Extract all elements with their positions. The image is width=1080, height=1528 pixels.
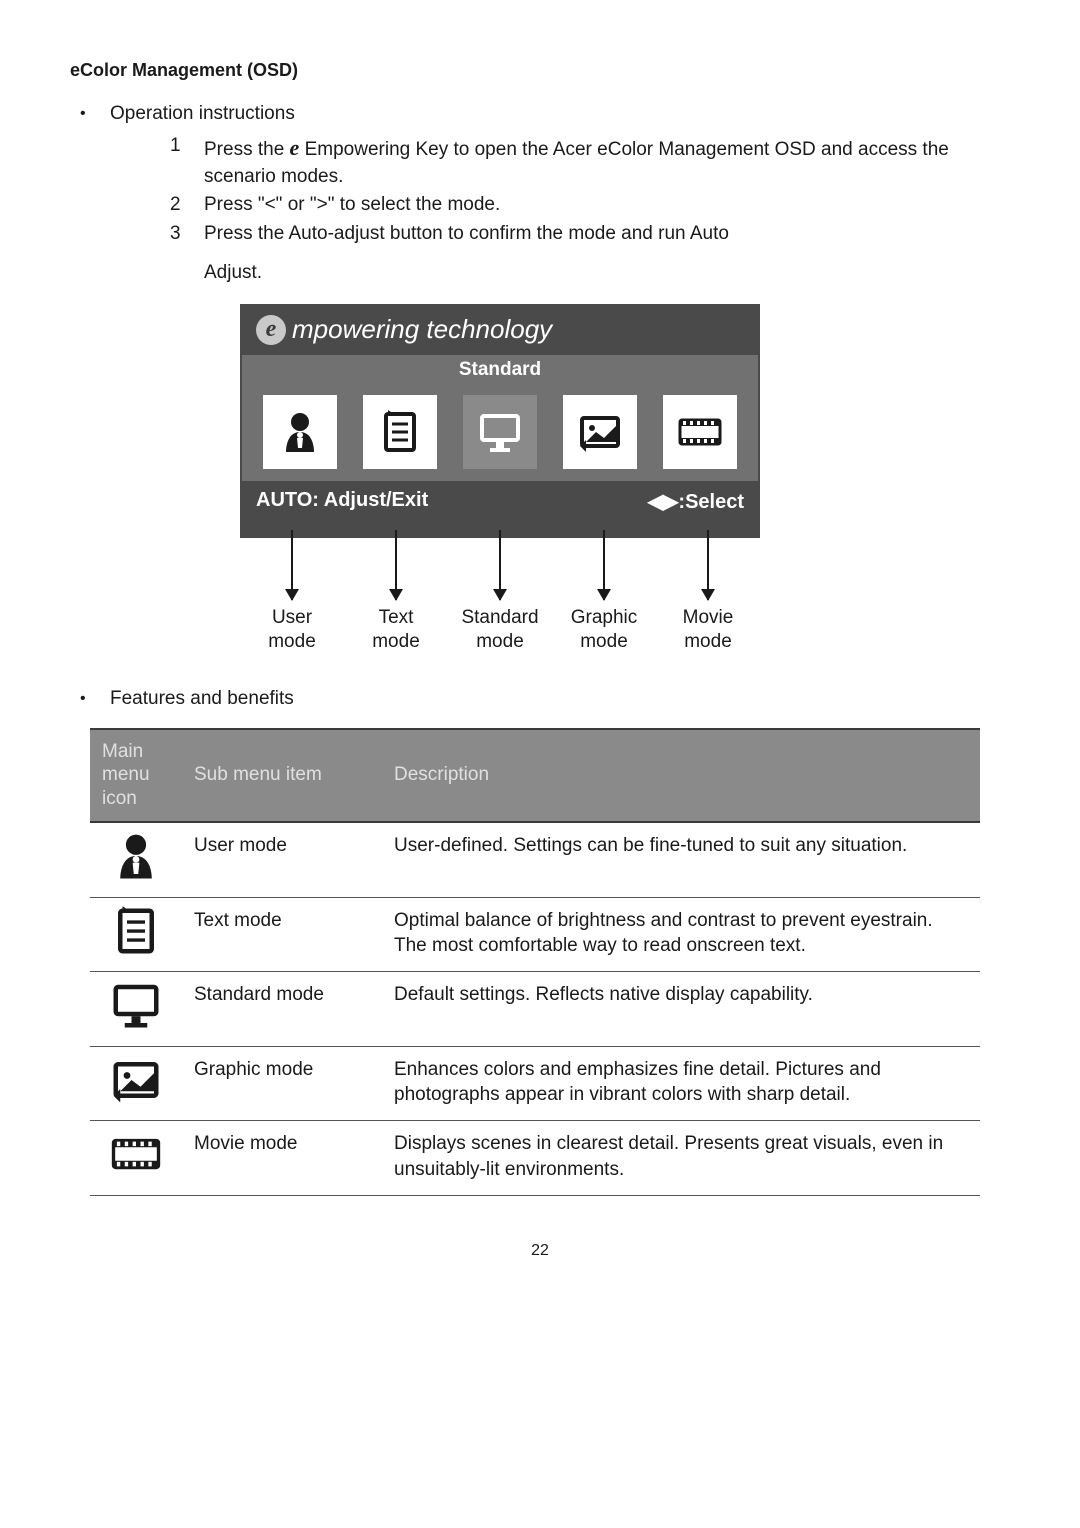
page-number: 22 — [70, 1242, 1010, 1260]
table-row: Movie mode Displays scenes in clearest d… — [90, 1121, 980, 1196]
submenu-name: Standard mode — [182, 972, 382, 1047]
description: Default settings. Reflects native displa… — [382, 972, 980, 1047]
graphic-mode-icon — [90, 1046, 182, 1121]
empowering-e-icon: e — [290, 135, 300, 160]
standard-mode-icon — [90, 972, 182, 1047]
table-row: Standard mode Default settings. Reflects… — [90, 972, 980, 1047]
description: User-defined. Settings can be fine-tuned… — [382, 822, 980, 897]
osd-icon-row — [242, 385, 758, 481]
text-mode-icon — [90, 897, 182, 972]
step-3: 3 Press the Auto-adjust button to confir… — [170, 221, 1010, 286]
description: Displays scenes in clearest detail. Pres… — [382, 1121, 980, 1196]
table-row: User mode User-defined. Settings can be … — [90, 822, 980, 897]
submenu-name: Graphic mode — [182, 1046, 382, 1121]
osd-footer-left: AUTO: Adjust/Exit — [256, 489, 428, 514]
osd-diagram: e mpowering technology Standard AUTO: Ad… — [240, 304, 760, 654]
osd-arrows — [240, 530, 760, 600]
movie-mode-icon — [90, 1121, 182, 1196]
arrow-icon — [707, 530, 709, 600]
arrow-icon — [291, 530, 293, 600]
osd-title: mpowering technology — [292, 314, 552, 345]
arrow-icon — [499, 530, 501, 600]
osd-footer: AUTO: Adjust/Exit ◀▶:Select — [242, 481, 758, 536]
step-1: 1 Press the e Empowering Key to open the… — [170, 133, 1010, 190]
arrow-icon — [603, 530, 605, 600]
page-heading: eColor Management (OSD) — [70, 60, 1010, 81]
osd-graphic-icon — [563, 395, 637, 469]
table-row: Graphic mode Enhances colors and emphasi… — [90, 1046, 980, 1121]
submenu-name: User mode — [182, 822, 382, 897]
osd-title-bar: e mpowering technology — [242, 306, 758, 355]
submenu-name: Text mode — [182, 897, 382, 972]
section-title: Operation instructions — [110, 103, 295, 124]
osd-user-icon — [263, 395, 337, 469]
col-description: Description — [382, 729, 980, 822]
osd-subtitle: Standard — [242, 355, 758, 385]
modes-table: Main menu icon Sub menu item Description… — [90, 728, 980, 1196]
osd-movie-icon — [663, 395, 737, 469]
section-operation: Operation instructions 1 Press the e Emp… — [110, 103, 1010, 286]
osd-text-icon — [363, 395, 437, 469]
table-row: Text mode Optimal balance of brightness … — [90, 897, 980, 972]
osd-mode-labels: Usermode Textmode Standardmode Graphicmo… — [240, 606, 760, 654]
arrow-icon — [395, 530, 397, 600]
osd-standard-icon — [463, 395, 537, 469]
description: Enhances colors and emphasizes fine deta… — [382, 1046, 980, 1121]
user-mode-icon — [90, 822, 182, 897]
section-title: Features and benefits — [110, 688, 294, 709]
col-submenu: Sub menu item — [182, 729, 382, 822]
description: Optimal balance of brightness and contra… — [382, 897, 980, 972]
step-2: 2 Press "<" or ">" to select the mode. — [170, 192, 1010, 219]
osd-e-icon: e — [256, 315, 286, 345]
osd-footer-right: ◀▶:Select — [648, 489, 744, 514]
submenu-name: Movie mode — [182, 1121, 382, 1196]
col-main-icon: Main menu icon — [90, 729, 182, 822]
section-features: Features and benefits — [110, 688, 1010, 710]
